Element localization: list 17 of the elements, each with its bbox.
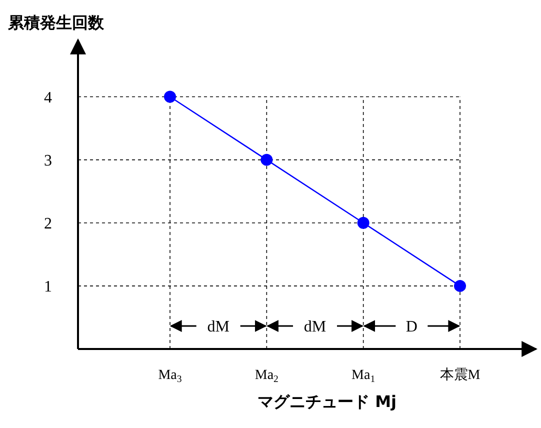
x-tick-label: Ma$_{2}$ bbox=[254, 368, 279, 385]
point bbox=[357, 216, 370, 229]
x-tick-label: Ma$_{3}$ bbox=[158, 368, 182, 385]
y-tick-label: 3 bbox=[44, 152, 52, 170]
x-axis-title: マグニチュード Mj bbox=[258, 392, 396, 411]
y-axis-title: 累積発生回数 bbox=[7, 13, 105, 32]
y-tick-label: 4 bbox=[44, 89, 52, 106]
point bbox=[454, 280, 466, 292]
annotation: dM bbox=[207, 318, 230, 336]
point bbox=[260, 154, 273, 166]
y-tick-label: 1 bbox=[44, 278, 52, 296]
x-tick-label: Ma$_{1}$ bbox=[352, 368, 376, 385]
annotation: D bbox=[406, 318, 418, 336]
annotation: dM bbox=[304, 318, 326, 336]
y-tick-label: 2 bbox=[44, 215, 52, 232]
x-tick-label: 本震M bbox=[440, 367, 481, 383]
point bbox=[164, 90, 176, 103]
